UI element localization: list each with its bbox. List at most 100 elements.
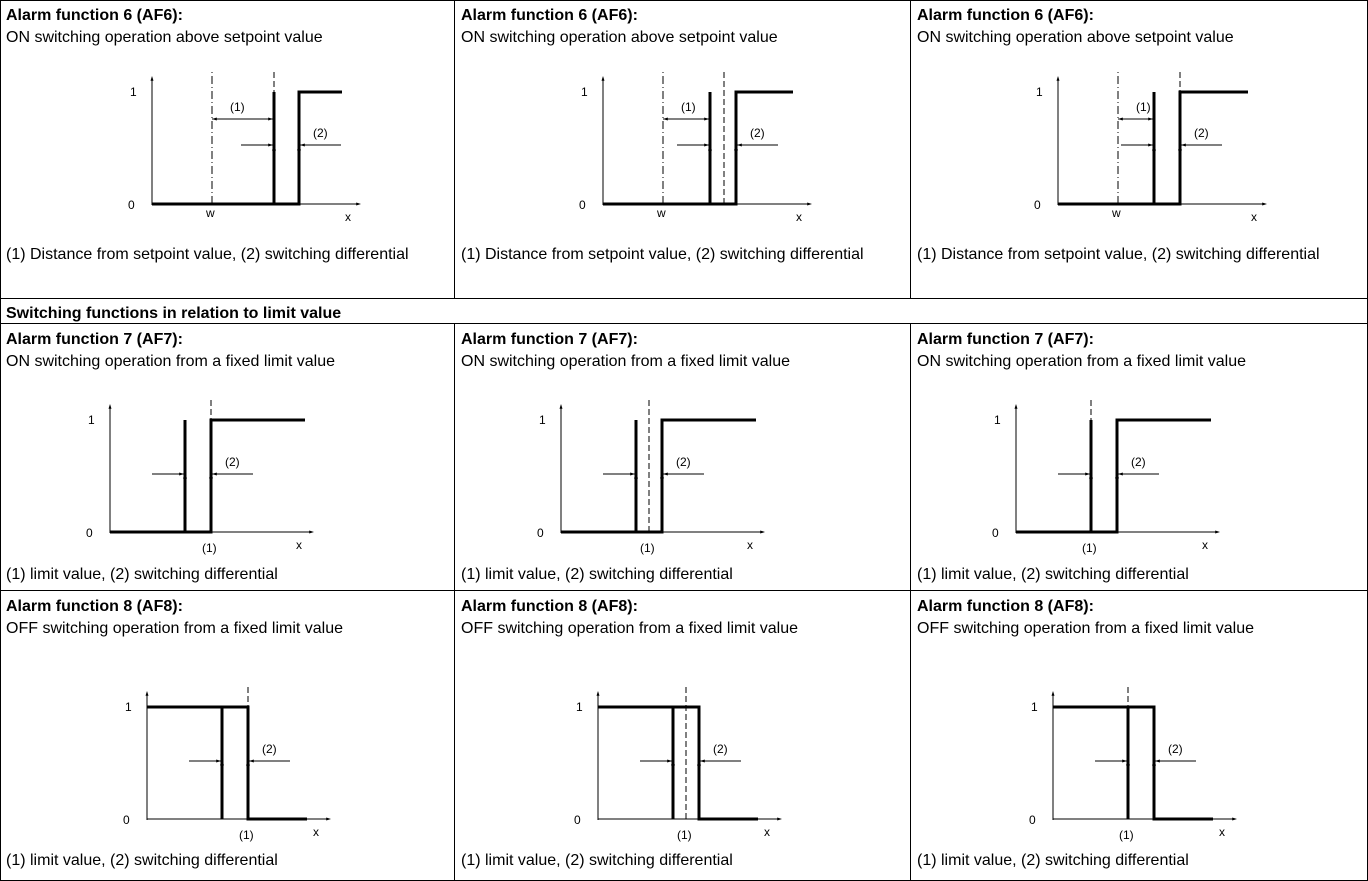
hysteresis-diagram: 1 0 (1) x (2) xyxy=(992,398,1220,555)
hysteresis-diagram: 1 0 (1) x (2) xyxy=(123,685,331,842)
differential-arrow-head-right xyxy=(663,472,668,476)
af8-diagram-right: 1 0 (1) x (2) xyxy=(1029,685,1237,842)
limit-value-label: (1) xyxy=(1082,541,1097,555)
x-axis-label: x xyxy=(345,210,351,224)
level-one-label: 1 xyxy=(125,700,132,714)
function-title: Alarm function 8 (AF8): xyxy=(6,598,183,615)
setpoint-label: w xyxy=(205,206,215,220)
differential-arrow-head-right xyxy=(212,472,217,476)
y-axis-arrow xyxy=(1014,404,1018,409)
af6-diagram-center: 1 0 w x (1) (2) xyxy=(579,70,812,224)
x-axis-label: x xyxy=(747,538,753,552)
af6-cell-right: Alarm function 6 (AF6): ON switching oper… xyxy=(911,0,1368,298)
differential-label: (2) xyxy=(1194,126,1209,140)
level-one-label: 1 xyxy=(130,85,137,99)
function-subtitle: ON switching operation above setpoint va… xyxy=(917,29,1234,46)
on-characteristic xyxy=(110,418,305,534)
af7-cell-left: Alarm function 7 (AF7): ON switching oper… xyxy=(0,324,454,590)
x-axis-arrow xyxy=(1262,202,1267,206)
af7-cell-center: Alarm function 7 (AF7): ON switching oper… xyxy=(455,324,910,590)
y-axis-arrow xyxy=(1056,76,1060,81)
function-subtitle: ON switching operation from a fixed limi… xyxy=(461,353,791,370)
af6-diagram-left: 1 0 w x (1) (2) xyxy=(128,70,361,224)
differential-label: (2) xyxy=(676,455,691,469)
differential-arrow-head-right xyxy=(1181,143,1186,147)
af8-cell-right: Alarm function 8 (AF8): OFF switching ope… xyxy=(911,591,1368,881)
distance-arrow-head-left xyxy=(663,117,668,121)
differential-arrow-head-right xyxy=(1118,472,1123,476)
x-axis-label: x xyxy=(296,538,302,552)
off-edge-arrow xyxy=(183,477,187,484)
distance-label: (1) xyxy=(1136,100,1151,114)
af8-cell-center: Alarm function 8 (AF8): OFF switching ope… xyxy=(455,591,910,881)
af8-diagram-left: 1 0 (1) x (2) xyxy=(123,685,331,842)
y-axis-arrow xyxy=(145,691,149,696)
function-title: Alarm function 8 (AF8): xyxy=(461,598,638,615)
differential-arrow-head-left xyxy=(704,143,709,147)
level-one-label: 1 xyxy=(1036,85,1043,99)
differential-label: (2) xyxy=(313,126,328,140)
function-caption: (1) Distance from setpoint value, (2) sw… xyxy=(917,246,1320,263)
hysteresis-diagram: 1 0 (1) x (2) xyxy=(537,398,765,555)
hysteresis-diagram: 1 0 (1) x (2) xyxy=(574,685,782,842)
function-title: Alarm function 8 (AF8): xyxy=(917,598,1094,615)
on-edge-arrow xyxy=(209,472,213,479)
function-subtitle: OFF switching operation from a fixed lim… xyxy=(917,620,1255,637)
function-subtitle: OFF switching operation from a fixed lim… xyxy=(6,620,344,637)
level-zero-label: 0 xyxy=(86,526,93,540)
function-subtitle: ON switching operation from a fixed limi… xyxy=(917,353,1247,370)
function-title: Alarm function 6 (AF6): xyxy=(6,7,183,24)
off-edge-arrow xyxy=(697,764,701,771)
distance-arrow-head-right xyxy=(1148,117,1153,121)
differential-arrow-head-right xyxy=(249,759,254,763)
differential-arrow-head-left xyxy=(179,472,184,476)
x-axis-arrow xyxy=(1232,817,1237,821)
x-axis-arrow xyxy=(807,202,812,206)
af8-diagram-center: 1 0 (1) x (2) xyxy=(574,685,782,842)
x-axis-arrow xyxy=(356,202,361,206)
on-edge-arrow xyxy=(671,759,675,766)
differential-arrow-head-left xyxy=(667,759,672,763)
off-characteristic xyxy=(598,705,758,821)
y-axis-arrow xyxy=(108,404,112,409)
hysteresis-diagram: 1 0 w x (1) (2) xyxy=(1034,70,1267,224)
setpoint-label: w xyxy=(656,206,666,220)
differential-arrow-head-left xyxy=(1122,759,1127,763)
function-caption: (1) limit value, (2) switching different… xyxy=(6,852,278,869)
function-title: Alarm function 6 (AF6): xyxy=(917,7,1094,24)
section-header: Switching functions in relation to limit… xyxy=(6,305,342,322)
distance-label: (1) xyxy=(681,100,696,114)
function-caption: (1) Distance from setpoint value, (2) sw… xyxy=(461,246,864,263)
off-edge-arrow xyxy=(1152,764,1156,771)
function-title: Alarm function 7 (AF7): xyxy=(917,331,1094,348)
distance-arrow-head-left xyxy=(1118,117,1123,121)
x-axis-arrow xyxy=(760,530,765,534)
distance-label: (1) xyxy=(230,100,245,114)
x-axis-label: x xyxy=(1202,538,1208,552)
off-characteristic xyxy=(1053,705,1213,821)
y-axis-arrow xyxy=(150,76,154,81)
function-caption: (1) limit value, (2) switching different… xyxy=(917,852,1189,869)
differential-arrow-head-right xyxy=(1155,759,1160,763)
on-edge-arrow xyxy=(297,144,301,151)
y-axis-arrow xyxy=(596,691,600,696)
function-caption: (1) limit value, (2) switching different… xyxy=(461,566,733,583)
function-caption: (1) limit value, (2) switching different… xyxy=(461,852,733,869)
on-edge-arrow xyxy=(1126,759,1130,766)
limit-value-label: (1) xyxy=(202,541,217,555)
differential-arrow-head-left xyxy=(216,759,221,763)
on-characteristic xyxy=(561,418,756,534)
level-one-label: 1 xyxy=(539,413,546,427)
x-axis-arrow xyxy=(309,530,314,534)
differential-arrow-head-left xyxy=(1148,143,1153,147)
level-zero-label: 0 xyxy=(992,526,999,540)
on-edge-arrow xyxy=(220,759,224,766)
distance-arrow-head-left xyxy=(212,117,217,121)
off-characteristic xyxy=(147,705,307,821)
level-zero-label: 0 xyxy=(574,813,581,827)
level-zero-label: 0 xyxy=(1034,198,1041,212)
section-header-row: Switching functions in relation to limit… xyxy=(0,298,1368,323)
off-edge-arrow xyxy=(272,149,276,156)
x-axis-arrow xyxy=(1215,530,1220,534)
hysteresis-diagram: 1 0 (1) x (2) xyxy=(86,398,314,555)
